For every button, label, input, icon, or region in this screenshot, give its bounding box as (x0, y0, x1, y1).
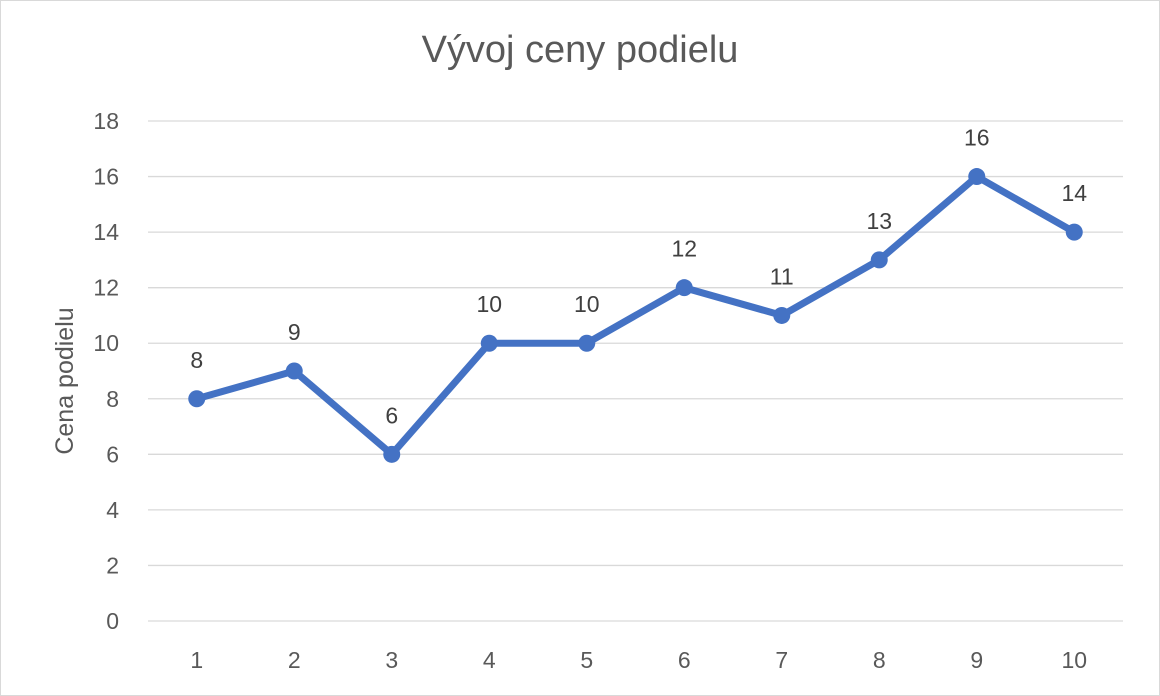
data-point (870, 251, 888, 269)
data-point (675, 279, 693, 297)
y-tick-label: 12 (93, 275, 119, 301)
x-tick-label: 9 (970, 647, 983, 673)
x-tick-labels: 1 2 3 4 5 6 7 8 9 10 (190, 647, 1087, 673)
chart-title: Vývoj ceny podielu (421, 29, 739, 71)
data-point (188, 390, 206, 408)
series-group (188, 168, 1083, 463)
data-point (285, 362, 303, 380)
data-label: 6 (385, 402, 398, 428)
data-label: 8 (190, 347, 203, 373)
gridlines (148, 120, 1123, 622)
data-labels: 8 9 6 10 10 12 11 13 16 14 (190, 125, 1087, 429)
x-tick-label: 8 (873, 647, 886, 673)
y-tick-label: 10 (93, 330, 119, 356)
x-tick-label: 10 (1061, 647, 1087, 673)
y-tick-label: 16 (93, 164, 119, 190)
data-label: 13 (866, 208, 892, 234)
x-tick-label: 4 (483, 647, 496, 673)
y-tick-label: 8 (106, 386, 119, 412)
y-tick-label: 6 (106, 441, 119, 467)
y-tick-label: 4 (106, 497, 119, 523)
data-label: 10 (574, 291, 600, 317)
x-tick-label: 3 (385, 647, 398, 673)
data-point (1065, 223, 1083, 241)
y-tick-label: 0 (106, 608, 119, 634)
data-point (773, 306, 791, 324)
data-label: 14 (1061, 180, 1087, 206)
data-point (480, 334, 498, 352)
data-point (968, 168, 986, 186)
data-label: 11 (770, 263, 794, 289)
y-tick-labels: 0 2 4 6 8 10 12 14 16 18 (93, 108, 119, 634)
data-label: 9 (288, 319, 301, 345)
y-axis-title: Cena podielu (51, 307, 79, 454)
data-label: 12 (671, 236, 697, 262)
data-point (383, 445, 401, 463)
x-tick-label: 1 (190, 647, 203, 673)
data-label: 10 (476, 291, 502, 317)
data-point (578, 334, 596, 352)
y-tick-label: 14 (93, 219, 119, 245)
x-tick-label: 7 (775, 647, 788, 673)
x-tick-label: 5 (580, 647, 593, 673)
y-tick-label: 2 (106, 552, 119, 578)
y-tick-label: 18 (93, 108, 119, 134)
x-tick-label: 6 (678, 647, 691, 673)
series-line (193, 173, 1078, 458)
x-tick-label: 2 (288, 647, 301, 673)
data-label: 16 (964, 125, 990, 151)
